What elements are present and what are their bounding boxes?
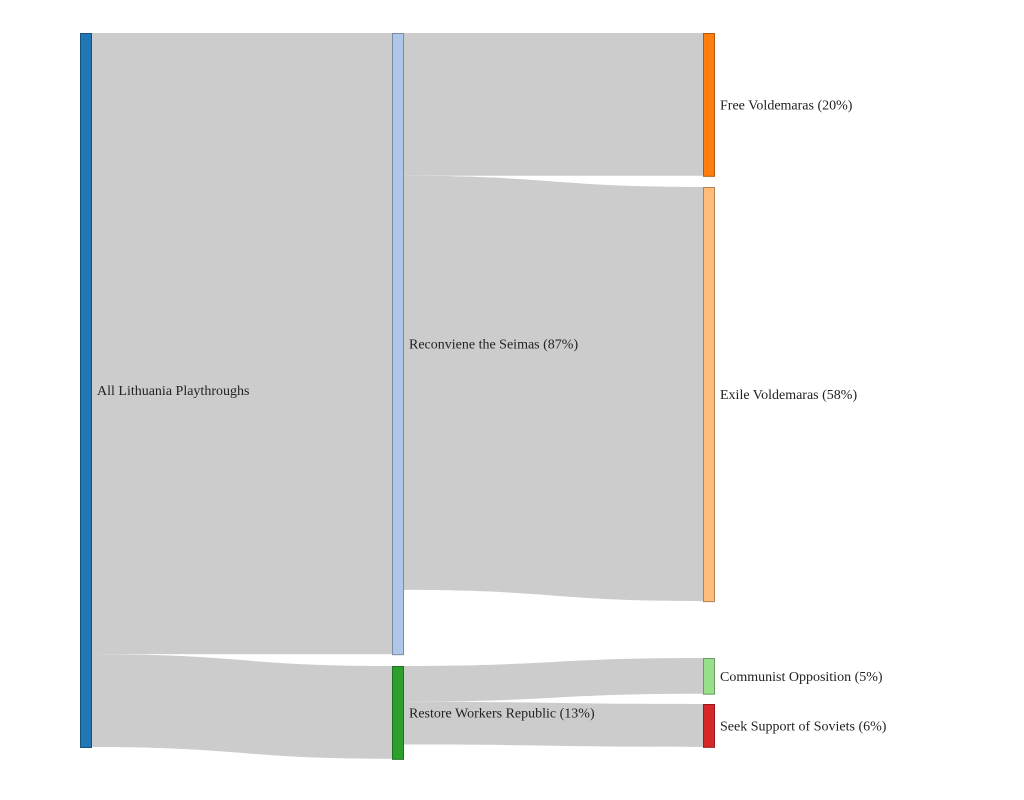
node-label-comm: Communist Opposition (5%)	[720, 670, 883, 685]
node-label-recon: Reconviene the Seimas (87%)	[409, 337, 578, 352]
links	[91, 33, 703, 759]
node-bar-comm[interactable]	[703, 658, 715, 695]
node-bar-recon[interactable]	[392, 33, 404, 656]
node-comm[interactable]: Communist Opposition (5%)	[703, 658, 883, 695]
node-all[interactable]: All Lithuania Playthroughs	[80, 33, 250, 748]
node-bar-free[interactable]	[703, 33, 715, 177]
node-label-soviets: Seek Support of Soviets (6%)	[720, 719, 887, 734]
node-label-free: Free Voldemaras (20%)	[720, 98, 853, 113]
node-bar-restore[interactable]	[392, 666, 404, 760]
node-restore[interactable]: Restore Workers Republic (13%)	[392, 666, 595, 760]
node-bar-all[interactable]	[80, 33, 92, 748]
node-recon[interactable]: Reconviene the Seimas (87%)	[392, 33, 579, 656]
link-all-restore	[91, 654, 392, 759]
nodes: All Lithuania Playthroughs Reconviene the…	[80, 33, 887, 760]
node-soviets[interactable]: Seek Support of Soviets (6%)	[703, 704, 887, 748]
node-label-restore: Restore Workers Republic (13%)	[409, 706, 595, 721]
link-recon-free	[403, 33, 703, 176]
link-recon-exile	[403, 175, 703, 602]
node-label-all: All Lithuania Playthroughs	[97, 384, 249, 399]
link-restore-soviets	[403, 701, 703, 747]
link-restore-comm	[403, 658, 703, 702]
link-all-recon	[91, 33, 392, 655]
node-bar-soviets[interactable]	[703, 704, 715, 748]
node-label-exile: Exile Voldemaras (58%)	[720, 388, 857, 403]
node-exile[interactable]: Exile Voldemaras (58%)	[703, 187, 858, 603]
node-free[interactable]: Free Voldemaras (20%)	[703, 33, 853, 177]
node-bar-exile[interactable]	[703, 187, 715, 603]
